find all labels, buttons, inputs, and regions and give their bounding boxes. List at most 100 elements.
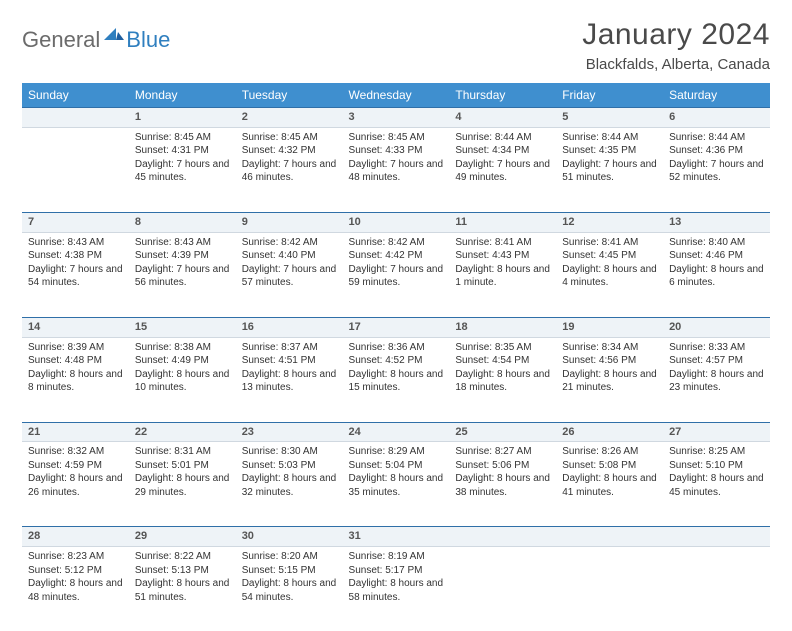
sunset-text: Sunset: 4:35 PM: [562, 144, 657, 158]
sunset-text: Sunset: 5:12 PM: [28, 564, 123, 578]
day-content-row: Sunrise: 8:45 AMSunset: 4:31 PMDaylight:…: [22, 128, 770, 212]
daylight-text: Daylight: 8 hours and 35 minutes.: [349, 472, 444, 499]
sunrise-text: Sunrise: 8:38 AM: [135, 341, 230, 355]
day-number: 30: [236, 526, 343, 547]
sunset-text: Sunset: 4:57 PM: [669, 354, 764, 368]
daylight-text: Daylight: 7 hours and 59 minutes.: [349, 263, 444, 290]
sunrise-text: Sunrise: 8:36 AM: [349, 341, 444, 355]
day-number: 14: [22, 317, 129, 338]
sunset-text: Sunset: 5:06 PM: [455, 459, 550, 473]
day-cell: Sunrise: 8:43 AMSunset: 4:39 PMDaylight:…: [129, 233, 236, 317]
day-number-row: 21222324252627: [22, 422, 770, 443]
sunset-text: Sunset: 4:49 PM: [135, 354, 230, 368]
sunset-text: Sunset: 4:39 PM: [135, 249, 230, 263]
sunrise-text: Sunrise: 8:29 AM: [349, 445, 444, 459]
sunrise-text: Sunrise: 8:44 AM: [669, 131, 764, 145]
daylight-text: Daylight: 7 hours and 52 minutes.: [669, 158, 764, 185]
day-number: 24: [343, 422, 450, 443]
daylight-text: Daylight: 8 hours and 54 minutes.: [242, 577, 337, 604]
sunrise-text: Sunrise: 8:44 AM: [562, 131, 657, 145]
calendar-table: Sunday Monday Tuesday Wednesday Thursday…: [22, 83, 770, 631]
sunrise-text: Sunrise: 8:20 AM: [242, 550, 337, 564]
day-number: 11: [449, 212, 556, 233]
daylight-text: Daylight: 7 hours and 56 minutes.: [135, 263, 230, 290]
day-cell: Sunrise: 8:30 AMSunset: 5:03 PMDaylight:…: [236, 442, 343, 526]
sunrise-text: Sunrise: 8:42 AM: [349, 236, 444, 250]
day-content-row: Sunrise: 8:32 AMSunset: 4:59 PMDaylight:…: [22, 442, 770, 526]
day-cell: Sunrise: 8:44 AMSunset: 4:36 PMDaylight:…: [663, 128, 770, 212]
weekday-header: Tuesday: [236, 83, 343, 107]
day-number: 29: [129, 526, 236, 547]
day-number: 18: [449, 317, 556, 338]
sunrise-text: Sunrise: 8:26 AM: [562, 445, 657, 459]
sunset-text: Sunset: 5:04 PM: [349, 459, 444, 473]
sunset-text: Sunset: 4:48 PM: [28, 354, 123, 368]
sunset-text: Sunset: 4:56 PM: [562, 354, 657, 368]
logo-text-general: General: [22, 27, 100, 53]
day-cell: Sunrise: 8:26 AMSunset: 5:08 PMDaylight:…: [556, 442, 663, 526]
daylight-text: Daylight: 8 hours and 23 minutes.: [669, 368, 764, 395]
sunrise-text: Sunrise: 8:34 AM: [562, 341, 657, 355]
day-number: 4: [449, 107, 556, 128]
day-number: 7: [22, 212, 129, 233]
sunrise-text: Sunrise: 8:44 AM: [455, 131, 550, 145]
sunset-text: Sunset: 4:52 PM: [349, 354, 444, 368]
daylight-text: Daylight: 8 hours and 1 minute.: [455, 263, 550, 290]
sunrise-text: Sunrise: 8:41 AM: [562, 236, 657, 250]
day-cell: Sunrise: 8:42 AMSunset: 4:40 PMDaylight:…: [236, 233, 343, 317]
day-cell: Sunrise: 8:44 AMSunset: 4:35 PMDaylight:…: [556, 128, 663, 212]
sunrise-text: Sunrise: 8:43 AM: [135, 236, 230, 250]
day-cell: Sunrise: 8:34 AMSunset: 4:56 PMDaylight:…: [556, 338, 663, 422]
sunrise-text: Sunrise: 8:35 AM: [455, 341, 550, 355]
day-number: 8: [129, 212, 236, 233]
sunset-text: Sunset: 4:51 PM: [242, 354, 337, 368]
sunrise-text: Sunrise: 8:31 AM: [135, 445, 230, 459]
day-cell: Sunrise: 8:23 AMSunset: 5:12 PMDaylight:…: [22, 547, 129, 631]
day-number: 6: [663, 107, 770, 128]
day-cell: Sunrise: 8:27 AMSunset: 5:06 PMDaylight:…: [449, 442, 556, 526]
weekday-header-row: Sunday Monday Tuesday Wednesday Thursday…: [22, 83, 770, 107]
weekday-header: Thursday: [449, 83, 556, 107]
day-number: 19: [556, 317, 663, 338]
day-cell: [22, 128, 129, 212]
day-cell: Sunrise: 8:38 AMSunset: 4:49 PMDaylight:…: [129, 338, 236, 422]
day-number: 23: [236, 422, 343, 443]
day-content-row: Sunrise: 8:23 AMSunset: 5:12 PMDaylight:…: [22, 547, 770, 631]
day-cell: Sunrise: 8:45 AMSunset: 4:32 PMDaylight:…: [236, 128, 343, 212]
day-number-row: 123456: [22, 107, 770, 128]
sunset-text: Sunset: 4:33 PM: [349, 144, 444, 158]
day-number: 27: [663, 422, 770, 443]
sunset-text: Sunset: 4:43 PM: [455, 249, 550, 263]
daylight-text: Daylight: 7 hours and 46 minutes.: [242, 158, 337, 185]
weekday-header: Monday: [129, 83, 236, 107]
sunset-text: Sunset: 5:03 PM: [242, 459, 337, 473]
daylight-text: Daylight: 8 hours and 21 minutes.: [562, 368, 657, 395]
day-cell: Sunrise: 8:33 AMSunset: 4:57 PMDaylight:…: [663, 338, 770, 422]
day-number: [663, 526, 770, 547]
sunrise-text: Sunrise: 8:32 AM: [28, 445, 123, 459]
sunrise-text: Sunrise: 8:40 AM: [669, 236, 764, 250]
daylight-text: Daylight: 8 hours and 10 minutes.: [135, 368, 230, 395]
day-cell: Sunrise: 8:29 AMSunset: 5:04 PMDaylight:…: [343, 442, 450, 526]
sunset-text: Sunset: 4:32 PM: [242, 144, 337, 158]
day-number: 17: [343, 317, 450, 338]
daylight-text: Daylight: 8 hours and 45 minutes.: [669, 472, 764, 499]
sunset-text: Sunset: 5:17 PM: [349, 564, 444, 578]
day-cell: Sunrise: 8:44 AMSunset: 4:34 PMDaylight:…: [449, 128, 556, 212]
day-cell: Sunrise: 8:41 AMSunset: 4:45 PMDaylight:…: [556, 233, 663, 317]
day-number: 26: [556, 422, 663, 443]
logo-mark-icon: [104, 24, 124, 45]
sunrise-text: Sunrise: 8:37 AM: [242, 341, 337, 355]
daylight-text: Daylight: 8 hours and 18 minutes.: [455, 368, 550, 395]
day-cell: Sunrise: 8:43 AMSunset: 4:38 PMDaylight:…: [22, 233, 129, 317]
day-number: 3: [343, 107, 450, 128]
day-number: 10: [343, 212, 450, 233]
day-number: 28: [22, 526, 129, 547]
day-number-row: 14151617181920: [22, 317, 770, 338]
sunset-text: Sunset: 4:46 PM: [669, 249, 764, 263]
sunset-text: Sunset: 5:08 PM: [562, 459, 657, 473]
header: General Blue January 2024 Blackfalds, Al…: [22, 18, 770, 73]
daylight-text: Daylight: 8 hours and 26 minutes.: [28, 472, 123, 499]
location: Blackfalds, Alberta, Canada: [582, 56, 770, 73]
sunrise-text: Sunrise: 8:25 AM: [669, 445, 764, 459]
